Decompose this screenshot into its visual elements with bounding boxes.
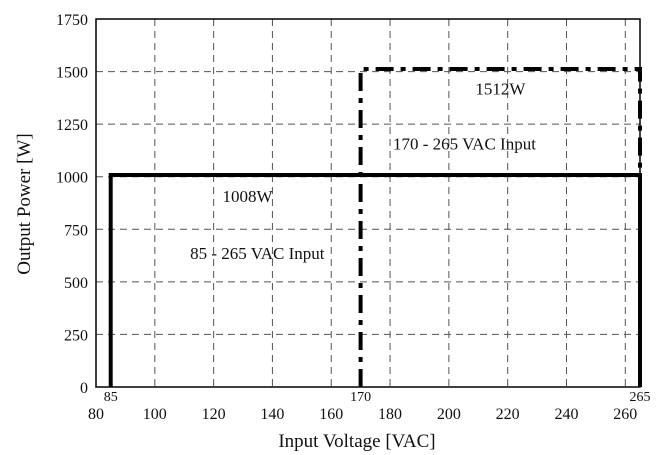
series-line-2 [358,67,642,387]
annotations: 1008W 85 - 265 VAC Input 1512W 170 - 265 VA… [190,80,536,263]
y-tick-label: 1750 [56,12,88,29]
y-tick-label: 1500 [56,65,88,82]
y-tick-label: 250 [64,327,88,344]
annotation-label: 170 - 265 VAC Input [393,134,536,153]
x-tick-label: 100 [143,406,167,423]
marker-labels: 85 170 265 [104,390,651,405]
x-axis-label: Input Voltage [VAC] [278,431,435,452]
x-tick-label: 120 [202,406,226,423]
plot-frame [95,18,641,388]
series-line-1 [108,173,642,387]
grid [96,19,640,387]
series-group [108,67,642,387]
marker-label: 170 [350,390,371,405]
y-tick-label: 0 [80,380,88,397]
x-tick-label: 220 [496,406,520,423]
x-tick-label: 80 [88,406,104,423]
x-tick-label: 240 [554,406,578,423]
y-tick-label: 1250 [56,117,88,134]
annotation-label: 85 - 265 VAC Input [190,244,325,263]
x-tick-label: 200 [437,406,461,423]
tick-labels: 80 100 120 140 160 180 200 220 240 260 0 250 500 750 1… [56,12,637,423]
annotation-label: 1512W [475,80,526,99]
x-tick-label: 260 [613,406,637,423]
marker-label: 85 [104,390,118,405]
x-tick-label: 180 [378,406,402,423]
x-tick-label: 160 [319,406,343,423]
plot-border [95,18,641,388]
annotation-label: 1008W [222,187,273,206]
y-tick-label: 500 [64,275,88,292]
y-tick-label: 750 [64,222,88,239]
x-tick-label: 140 [260,406,284,423]
y-axis-label: Output Power [W] [14,133,35,274]
y-tick-label: 1000 [56,170,88,187]
marker-label: 265 [630,390,651,405]
